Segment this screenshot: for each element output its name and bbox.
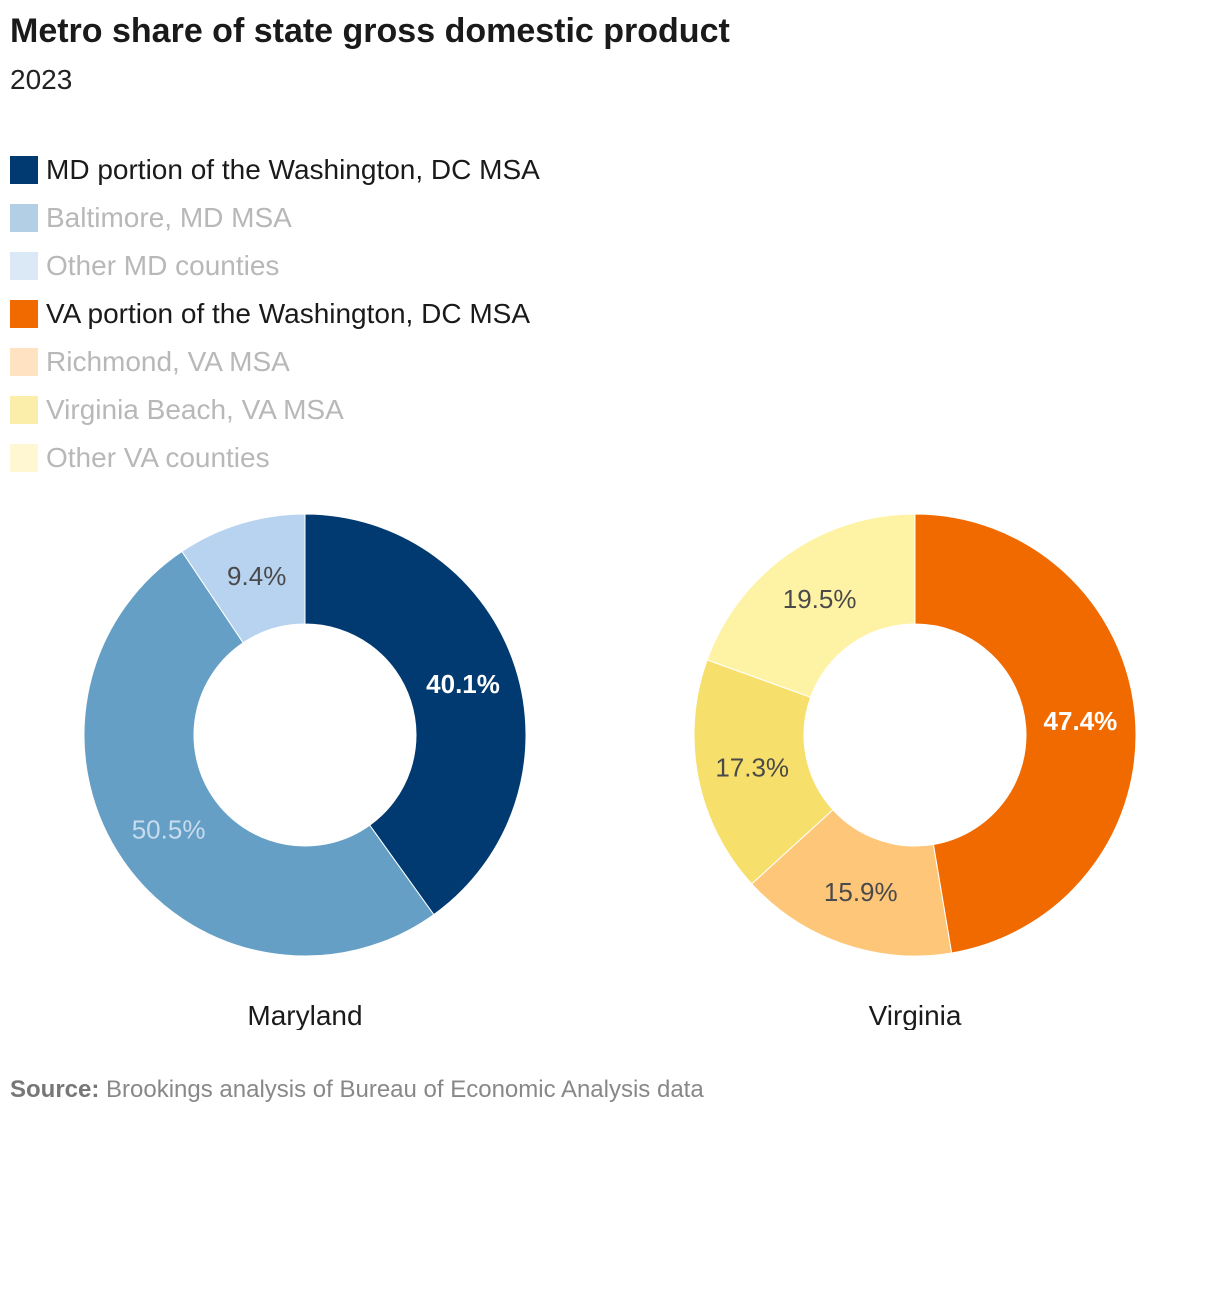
chart-label: Maryland — [247, 1000, 362, 1030]
legend-label: Other VA counties — [46, 442, 270, 473]
slice-label: 50.5% — [132, 815, 206, 845]
legend-item[interactable]: Other VA counties — [10, 434, 540, 482]
legend-swatch — [10, 300, 38, 328]
chart-label: Virginia — [869, 1000, 962, 1030]
slice-label: 17.3% — [715, 752, 789, 782]
slice-label: 15.9% — [824, 877, 898, 907]
legend-item[interactable]: Baltimore, MD MSA — [10, 194, 540, 242]
slice-label: 19.5% — [783, 584, 857, 614]
donut-slice[interactable] — [750, 809, 953, 957]
source-text: Brookings analysis of Bureau of Economic… — [106, 1076, 704, 1103]
legend: MD portion of the Washington, DC MSA Balt… — [10, 146, 540, 482]
legend-item[interactable]: VA portion of the Washington, DC MSA — [10, 290, 540, 338]
legend-item[interactable]: Other MD counties — [10, 242, 540, 290]
legend-label: VA portion of the Washington, DC MSA — [46, 298, 531, 329]
slice-label: 47.4% — [1044, 706, 1118, 736]
slice-label: 40.1% — [426, 669, 500, 699]
donut-slice[interactable] — [83, 550, 435, 957]
donut-slice[interactable] — [706, 513, 916, 698]
donut-charts: 40.1% 50.5% 9.4% Maryland 47.4% 15.9% 17.3% 19.… — [83, 513, 1137, 1030]
donut-slice[interactable] — [304, 513, 527, 916]
legend-swatch — [10, 252, 38, 280]
legend-swatch — [10, 204, 38, 232]
legend-label: Virginia Beach, VA MSA — [46, 394, 344, 425]
legend-item[interactable]: Virginia Beach, VA MSA — [10, 386, 540, 434]
donut-slice[interactable] — [181, 513, 306, 644]
donut-slice[interactable] — [693, 659, 834, 885]
legend-label: Richmond, VA MSA — [46, 346, 290, 377]
donut-slice[interactable] — [914, 513, 1137, 954]
legend-item[interactable]: Richmond, VA MSA — [10, 338, 540, 386]
legend-label: MD portion of the Washington, DC MSA — [46, 154, 540, 185]
legend-swatch — [10, 348, 38, 376]
chart-title: Metro share of state gross domestic prod… — [10, 12, 730, 50]
chart-subtitle: 2023 — [10, 64, 73, 95]
legend-swatch — [10, 444, 38, 472]
source-prefix: Source: — [10, 1076, 100, 1103]
slice-label: 9.4% — [227, 561, 286, 591]
legend-item[interactable]: MD portion of the Washington, DC MSA — [10, 146, 540, 194]
source-note: Source: Brookings analysis of Bureau of … — [10, 1076, 704, 1104]
legend-swatch — [10, 156, 38, 184]
legend-label: Baltimore, MD MSA — [46, 202, 292, 233]
legend-swatch — [10, 396, 38, 424]
legend-label: Other MD counties — [46, 250, 280, 281]
